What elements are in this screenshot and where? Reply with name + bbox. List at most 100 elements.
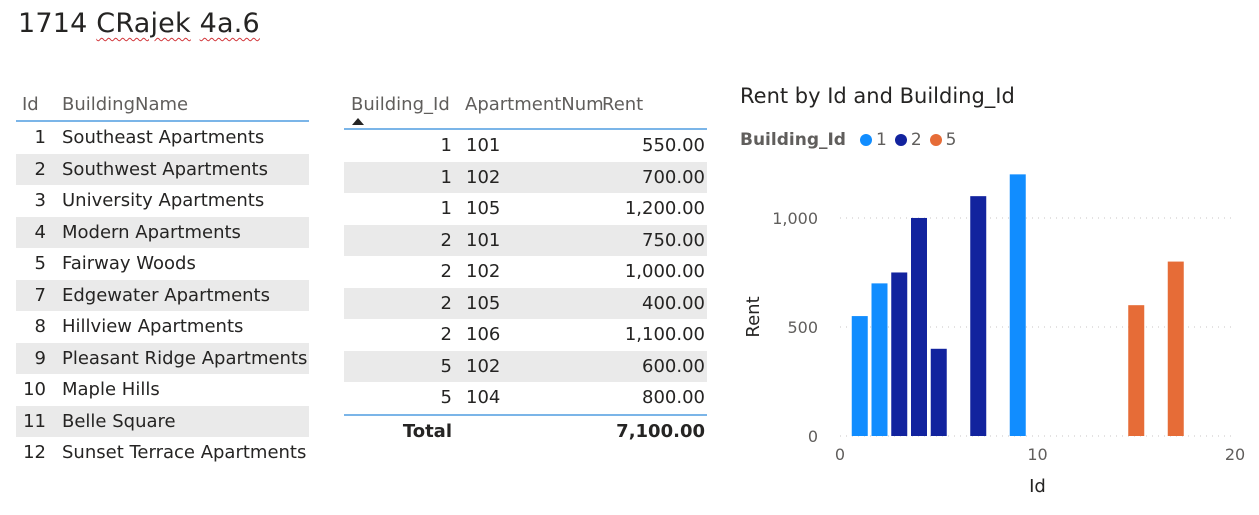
building-id-cell: 12 xyxy=(23,442,46,464)
table-row[interactable]: 5 Fairway Woods xyxy=(16,248,309,280)
apartments-table-header: Building_Id ApartmentNum Rent xyxy=(344,88,707,130)
legend-label: 5 xyxy=(945,130,957,150)
table-row[interactable]: 1 101 550.00 xyxy=(344,130,707,162)
table-row[interactable]: 7 Edgewater Apartments xyxy=(16,279,309,311)
table-row[interactable]: 2 102 1,000.00 xyxy=(344,256,707,288)
building-id-cell: 9 xyxy=(34,347,46,369)
x-axis-title: Id xyxy=(1029,476,1046,497)
building-id-cell: 2 xyxy=(34,158,46,180)
legend-label: 2 xyxy=(910,130,922,150)
table-row[interactable]: 3 University Apartments xyxy=(16,185,309,217)
building-id-cell: 8 xyxy=(34,316,46,338)
bar-series-2 xyxy=(891,272,908,436)
table-row[interactable]: 2 Southwest Apartments xyxy=(16,153,309,185)
building-id-cell: 4 xyxy=(34,221,46,243)
table-row[interactable]: 2 106 1,100.00 xyxy=(344,319,707,351)
table-row[interactable]: 5 104 800.00 xyxy=(344,382,707,414)
column-header-rent[interactable]: Rent xyxy=(602,93,644,115)
title-prefix: 1714 xyxy=(18,8,97,39)
apartment-num-cell: 105 xyxy=(466,198,501,220)
legend-title: Building_Id xyxy=(740,130,846,150)
building-name-cell: Sunset Terrace Apartments xyxy=(62,442,307,464)
building-name-cell: Maple Hills xyxy=(62,379,160,401)
building-id-cell: 1 xyxy=(440,198,452,220)
y-tick-label: 1,000 xyxy=(772,209,818,228)
table-row[interactable]: 1 102 700.00 xyxy=(344,161,707,193)
building-name-cell: Southwest Apartments xyxy=(62,158,268,180)
legend-item-5[interactable]: 5 xyxy=(929,130,957,150)
chart-title: Rent by Id and Building_Id xyxy=(740,84,1015,108)
table-row[interactable]: 1 Southeast Apartments xyxy=(16,122,309,154)
apartments-table: Building_Id ApartmentNum Rent 1 101 550.00… xyxy=(344,88,707,448)
bar-series-1 xyxy=(871,283,888,436)
bar-series-2 xyxy=(930,348,947,436)
table-row[interactable]: 8 Hillview Apartments xyxy=(16,311,309,343)
building-id-cell: 11 xyxy=(23,410,46,432)
bar-series-2 xyxy=(911,217,927,436)
table-row[interactable]: 4 Modern Apartments xyxy=(16,216,309,248)
table-total-row: Total 7,100.00 xyxy=(344,416,707,448)
bar-series-1 xyxy=(851,316,868,436)
building-id-cell: 5 xyxy=(440,387,452,409)
building-name-cell: Fairway Woods xyxy=(62,253,196,275)
building-id-cell: 5 xyxy=(440,355,452,377)
table-row[interactable]: 1 105 1,200.00 xyxy=(344,193,707,225)
building-name-cell: Southeast Apartments xyxy=(62,127,265,149)
building-id-cell: 2 xyxy=(440,229,452,251)
column-header-buildingname[interactable]: BuildingName xyxy=(62,93,189,115)
rent-cell: 800.00 xyxy=(642,387,705,409)
bar-series-1 xyxy=(1009,174,1026,436)
apartment-num-cell: 102 xyxy=(466,166,501,188)
apartment-num-cell: 106 xyxy=(466,324,501,346)
x-tick-label: 10 xyxy=(1027,445,1047,464)
rent-cell: 550.00 xyxy=(642,135,705,157)
total-value: 7,100.00 xyxy=(616,421,705,442)
column-header-id[interactable]: Id xyxy=(22,93,39,115)
table-row[interactable]: 10 Maple Hills xyxy=(16,374,309,406)
title-word-misspelled: CRajek xyxy=(96,8,191,39)
apartment-num-cell: 104 xyxy=(466,387,501,409)
page-title: 1714 CRajek 4a.6 xyxy=(18,8,260,39)
legend-dot-icon xyxy=(929,134,942,146)
rent-cell: 1,100.00 xyxy=(624,324,705,346)
rent-cell: 700.00 xyxy=(642,166,705,188)
legend-dot-icon xyxy=(859,134,872,146)
column-header-building-id[interactable]: Building_Id xyxy=(351,93,450,115)
apartment-num-cell: 101 xyxy=(466,135,501,157)
x-tick-label: 0 xyxy=(835,445,845,464)
building-id-cell: 1 xyxy=(34,127,46,149)
apartments-table-body: 1 101 550.00 1 102 700.00 1 105 1,200.00 2 101 750.… xyxy=(344,130,707,416)
legend-dot-icon xyxy=(894,134,907,146)
rent-cell: 1,000.00 xyxy=(624,261,705,283)
legend-item-1[interactable]: 1 xyxy=(859,130,887,150)
y-tick-label: 500 xyxy=(787,318,818,337)
apartment-num-cell: 105 xyxy=(466,292,501,314)
legend-item-2[interactable]: 2 xyxy=(894,130,922,150)
table-row[interactable]: 12 Sunset Terrace Apartments xyxy=(16,437,309,469)
column-header-apartmentnum[interactable]: ApartmentNum xyxy=(465,93,604,115)
table-row[interactable]: 2 105 400.00 xyxy=(344,287,707,319)
table-row[interactable]: 2 101 750.00 xyxy=(344,224,707,256)
building-id-cell: 2 xyxy=(440,261,452,283)
table-row[interactable]: 5 102 600.00 xyxy=(344,350,707,382)
table-row[interactable]: 9 Pleasant Ridge Apartments xyxy=(16,342,309,374)
bar-series-5 xyxy=(1167,261,1184,436)
building-name-cell: Edgewater Apartments xyxy=(62,284,270,306)
rent-cell: 400.00 xyxy=(642,292,705,314)
y-tick-label: 0 xyxy=(808,427,818,446)
building-name-cell: University Apartments xyxy=(62,190,265,212)
buildings-table-body: 1 Southeast Apartments 2 Southwest Apartmen… xyxy=(16,122,309,469)
building-id-cell: 5 xyxy=(34,253,46,275)
building-id-cell: 10 xyxy=(23,379,46,401)
title-word-version: 4a.6 xyxy=(199,8,260,39)
building-id-cell: 7 xyxy=(34,284,46,306)
building-id-cell: 2 xyxy=(440,324,452,346)
total-label: Total xyxy=(402,421,452,442)
building-id-cell: 2 xyxy=(440,292,452,314)
building-id-cell: 3 xyxy=(34,190,46,212)
sort-ascending-icon[interactable] xyxy=(352,118,364,125)
y-axis-title: Rent xyxy=(743,296,764,337)
legend-label: 1 xyxy=(875,130,887,150)
buildings-table-header: Id BuildingName xyxy=(16,88,309,122)
table-row[interactable]: 11 Belle Square xyxy=(16,405,309,437)
